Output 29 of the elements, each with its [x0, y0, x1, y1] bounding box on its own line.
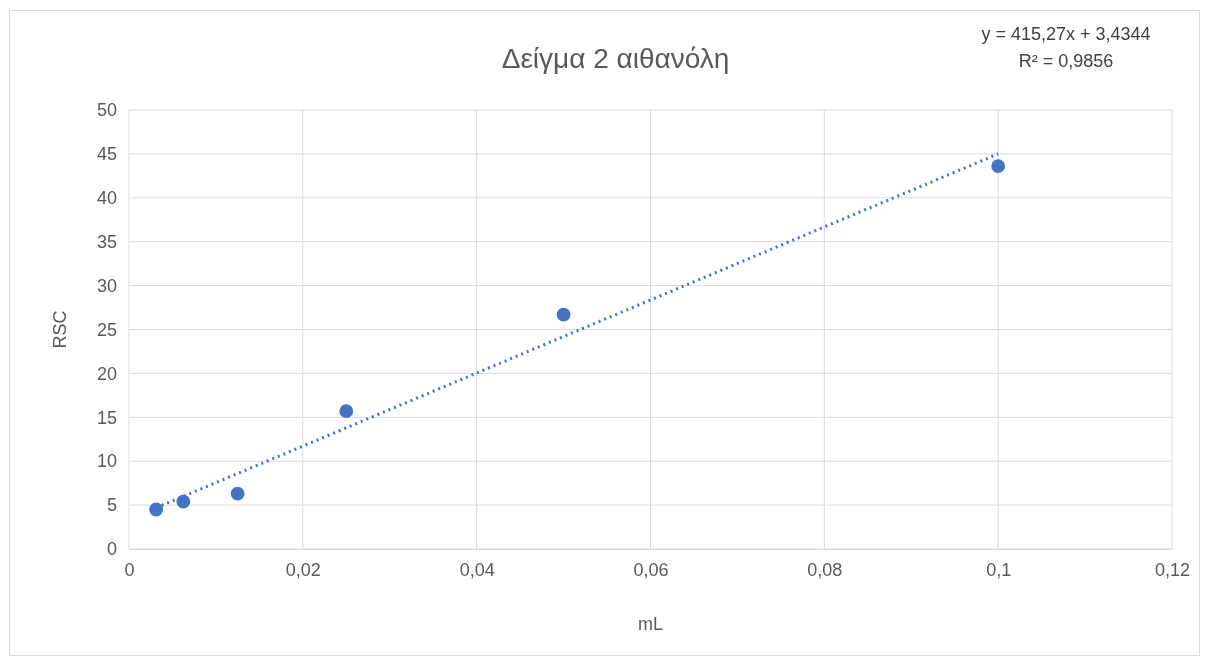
y-tick-label: 30	[96, 275, 117, 296]
point	[991, 159, 1006, 174]
y-tick-label: 35	[96, 231, 117, 252]
y-tick-label: 50	[96, 100, 117, 121]
x-tick-label: 0,12	[1154, 559, 1191, 580]
y-tick-label: 40	[96, 188, 117, 209]
x-tick-label: 0	[124, 559, 135, 580]
x-tick-label: 0,02	[285, 559, 321, 580]
x-tick-label: 0,06	[633, 559, 669, 580]
point	[149, 502, 164, 517]
point	[339, 404, 354, 419]
x-tick-label: 0,1	[986, 559, 1012, 580]
y-tick-label: 10	[96, 451, 117, 472]
text: R² = 0,9856	[1018, 51, 1114, 71]
y-tick-label: 0	[106, 539, 117, 560]
y-tick-label: 25	[96, 319, 117, 340]
point	[556, 307, 571, 322]
y-tick-label: 20	[96, 363, 117, 384]
y-axis-title: RSC	[50, 310, 70, 349]
x-axis-title: mL	[637, 614, 664, 634]
x-tick-label: 0,04	[459, 559, 495, 580]
chart-title: Δείγμα 2 αιθανόλη	[501, 43, 730, 74]
y-tick-label: 45	[96, 144, 117, 165]
x-tick-label: 0,08	[807, 559, 843, 580]
text: y = 415,27x + 3,4344	[981, 24, 1151, 44]
y-tick-label: 15	[96, 407, 117, 428]
point	[230, 486, 245, 501]
point	[176, 494, 191, 509]
y-tick-label: 5	[106, 495, 117, 516]
